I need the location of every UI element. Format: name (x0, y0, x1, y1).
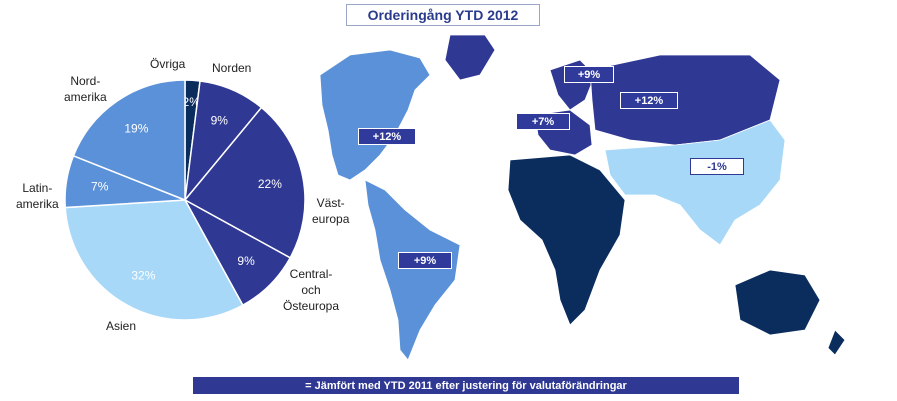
map-asia (604, 119, 786, 246)
world-map (319, 34, 846, 361)
footer-note: = Jämfört med YTD 2011 efter justering f… (193, 377, 739, 394)
pie-value-label: 22% (258, 177, 282, 191)
pie-value-label: 19% (124, 122, 148, 136)
map-africa (507, 154, 626, 326)
pie-value-label: 7% (91, 180, 109, 194)
pie-category-label: Väst- europa (312, 196, 350, 226)
chart-title: Orderingång YTD 2012 (346, 4, 540, 26)
pie-slice (72, 79, 186, 202)
pie-category-label: Central- och Östeuropa (283, 267, 340, 313)
map-badge-nordics: +9% (564, 66, 614, 83)
region-africa (507, 154, 626, 326)
region-north-america (319, 49, 431, 181)
region-asia (604, 119, 786, 246)
pie-value-label: 9% (211, 114, 229, 128)
map-badge-western-europe: +7% (516, 113, 570, 130)
map-europe (534, 54, 781, 156)
region-new-zealand (827, 329, 846, 356)
pie-value-label: 9% (237, 254, 255, 268)
pie-category-label: Latin- amerika (16, 181, 59, 211)
map-oceania (734, 269, 846, 356)
pie-value-label: 2% (183, 95, 201, 109)
region-greenland (444, 34, 496, 81)
pie-category-label: Asien (106, 319, 137, 333)
region-australia (734, 269, 821, 336)
map-latin-america (364, 179, 461, 361)
pie-slice (183, 106, 306, 259)
map-badge-north-america: +12% (358, 128, 416, 145)
map-badge-asia: -1% (690, 158, 744, 175)
map-north-america (319, 34, 496, 181)
pie-chart: 2% 9% 22% 9% 32% 7% 19% (64, 79, 306, 321)
pie-category-label: Övriga (150, 57, 186, 71)
region-latin-america (364, 179, 461, 361)
pie-category-label: Norden (212, 61, 252, 75)
map-badge-eastern-europe: +12% (620, 92, 678, 109)
map-badge-latin-america: +9% (398, 252, 452, 269)
pie-slice (64, 199, 244, 321)
pie-value-label: 32% (131, 269, 155, 283)
pie-category-label: Nord- amerika (64, 74, 107, 104)
